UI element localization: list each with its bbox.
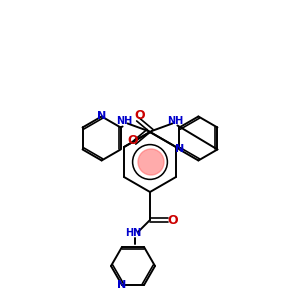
Text: O: O — [134, 109, 145, 122]
Circle shape — [138, 149, 164, 175]
Text: NH: NH — [167, 116, 184, 127]
Text: N: N — [117, 280, 127, 290]
Text: N: N — [175, 145, 184, 154]
Text: N: N — [97, 112, 106, 122]
Text: O: O — [128, 134, 138, 147]
Text: NH: NH — [116, 116, 133, 127]
Text: HN: HN — [125, 228, 141, 238]
Text: O: O — [168, 214, 178, 226]
